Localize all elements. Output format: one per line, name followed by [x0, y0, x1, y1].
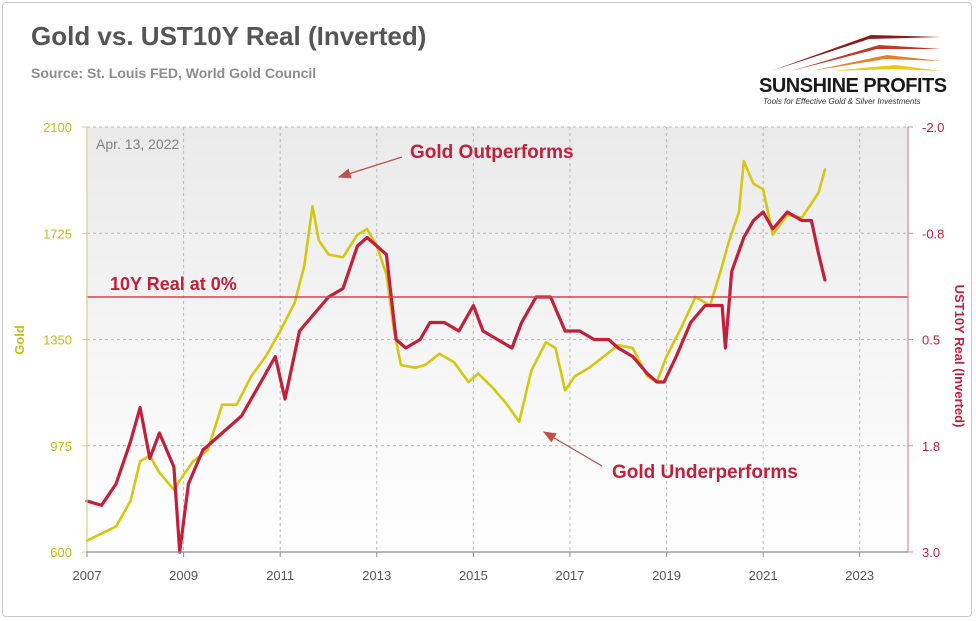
annotation-underperforms: Gold Underperforms — [612, 462, 798, 483]
annotation-outperforms: Gold Outperforms — [410, 142, 574, 163]
sunshine-profits-logo: SUNSHINE PROFITS Tools for Effective Gol… — [751, 25, 951, 107]
x-tick-label: 2019 — [652, 568, 681, 583]
y-right-tick-label: 0.5 — [922, 333, 940, 348]
series-layer — [85, 159, 827, 554]
y-left-tick-label: 1725 — [43, 226, 72, 241]
x-tick-label: 2011 — [266, 568, 294, 583]
x-tick-label: 2013 — [362, 568, 391, 583]
y-left-axis-label: Gold — [12, 325, 27, 355]
logo-swoosh-icon — [771, 35, 941, 71]
chart-subtitle: Source: St. Louis FED, World Gold Counci… — [31, 65, 317, 81]
x-tick-label: 2007 — [73, 568, 102, 583]
real-yield-line — [85, 210, 827, 554]
annotation-ref-line: 10Y Real at 0% — [110, 274, 237, 294]
y-right-tick-label: 3.0 — [922, 545, 940, 560]
y-right-tick-label: -2.0 — [922, 120, 944, 135]
x-tick-label: 2017 — [555, 568, 584, 583]
x-tick-label: 2021 — [749, 568, 778, 583]
y-right-axis-label: UST10Y Real (Inverted) — [952, 285, 967, 428]
y-left-tick-label: 2100 — [43, 120, 72, 135]
x-tick-label: 2009 — [169, 568, 198, 583]
y-right-tick-label: -0.8 — [922, 226, 944, 241]
logo-name: SUNSHINE PROFITS — [759, 75, 947, 97]
y-left-tick-label: 975 — [50, 439, 72, 454]
axes: 600 3.0 975 1.8 1350 0.5 1725 -0.8 2100 -2.0 2007 2… — [43, 120, 944, 583]
logo-tagline: Tools for Effective Gold & Silver Invest… — [763, 97, 921, 106]
x-tick-label: 2015 — [459, 568, 488, 583]
arrow-outperforms — [337, 156, 403, 179]
y-left-tick-label: 1350 — [43, 333, 72, 348]
arrow-underperforms — [542, 431, 603, 467]
y-left-tick-label: 600 — [50, 545, 72, 560]
gold-price-line — [85, 159, 827, 543]
date-label: Apr. 13, 2022 — [96, 136, 180, 152]
chart-title: Gold vs. UST10Y Real (Inverted) — [31, 21, 427, 51]
y-right-tick-label: 1.8 — [922, 439, 940, 454]
x-tick-label: 2023 — [845, 568, 874, 583]
